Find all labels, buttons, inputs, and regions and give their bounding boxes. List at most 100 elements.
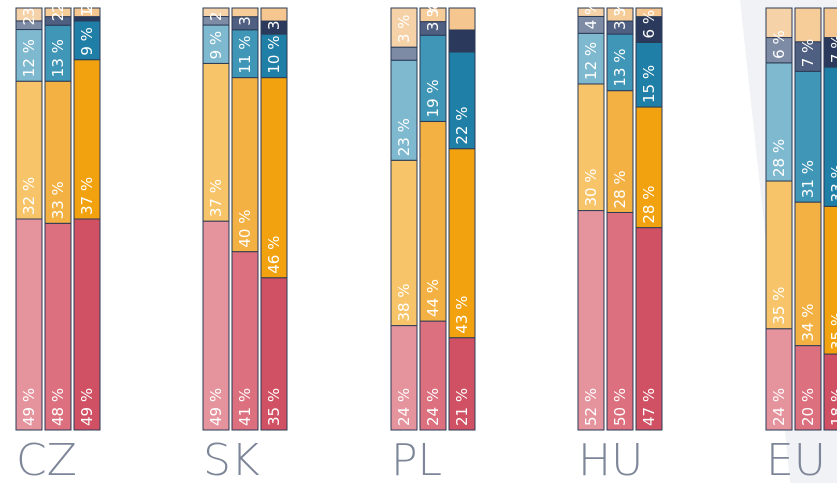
segment-value-label: 43 % [453, 296, 471, 334]
bar-segment [231, 7, 259, 18]
segment-value-label: 46 % [265, 236, 283, 274]
bar-segment [390, 46, 418, 61]
segment-value-label: 35 % [265, 388, 283, 426]
segment-value-label: 3 % [395, 15, 413, 44]
bar-segment [794, 41, 822, 72]
bar-segment [202, 220, 230, 431]
segment-value-label: 13 % [49, 39, 67, 77]
segment-value-label: 52 % [582, 388, 600, 426]
segment-value-label: 37 % [207, 179, 225, 217]
bar-segment [260, 277, 288, 431]
segment-value-label: 2 [20, 16, 38, 26]
segment-value-label: 28 % [611, 170, 629, 208]
bar-segment [419, 7, 447, 23]
bar-segment [606, 7, 634, 22]
bar-segment [419, 120, 447, 322]
segment-value-label: 6 % [770, 30, 788, 59]
bar-segment [231, 29, 259, 79]
bar-segment [231, 251, 259, 431]
bar-segment [260, 77, 288, 279]
segment-value-label: 3 % [424, 3, 442, 32]
bar-segment [44, 7, 72, 18]
bar-segment [823, 353, 837, 431]
segment-value-label: 1 [78, 7, 96, 17]
segment-value-label: 19 % [424, 79, 442, 117]
segment-value-label: 24 % [395, 388, 413, 426]
segment-value-label: 10 % [265, 35, 283, 73]
country-label: SK [203, 435, 260, 483]
segment-value-label: 4 % [582, 1, 600, 30]
bar-segment [15, 7, 43, 22]
bar-segment [44, 80, 72, 224]
segment-value-label: 7 % [799, 39, 817, 68]
segment-value-label: 49 % [20, 388, 38, 426]
segment-value-label: 12 % [582, 42, 600, 80]
segment-value-label: 38 % [395, 283, 413, 321]
bar-segment [73, 7, 101, 18]
segment-value-label: 35 % [770, 287, 788, 325]
segment-value-label: 11 % [236, 35, 254, 73]
segment-value-label: 24 % [770, 388, 788, 426]
segment-value-label: 47 % [640, 388, 658, 426]
bar-segment [577, 32, 605, 85]
segment-value-label: 23 % [395, 118, 413, 156]
bar-segment [419, 34, 447, 122]
bar-segment [448, 148, 476, 339]
segment-value-label: 37 % [78, 177, 96, 215]
segment-value-label: 18 % [828, 388, 837, 426]
bar-segment [635, 41, 663, 108]
bar-group-cz [15, 7, 101, 431]
segment-value-label: 33 % [49, 181, 67, 219]
segment-value-label: 3 % [20, 0, 38, 17]
bar-segment [73, 59, 101, 220]
bar-group-eu [765, 7, 837, 431]
bar-segment [390, 159, 418, 327]
segment-value-label: 9 % [207, 31, 225, 60]
segment-value-label: 35 % [828, 312, 837, 350]
bar-segment [577, 7, 605, 17]
segment-value-label: 44 % [424, 279, 442, 317]
bar-segment [765, 7, 793, 39]
segment-value-label: 15 % [640, 65, 658, 103]
segment-value-label: 9 % [78, 27, 96, 56]
segment-value-label: 2 % [49, 0, 67, 13]
segment-value-label: 3 % [611, 2, 629, 31]
segment-value-label: 12 % [20, 39, 38, 77]
bar-segment [823, 205, 837, 355]
bar-segment [419, 320, 447, 431]
bar-segment [448, 7, 476, 31]
bar-segment [823, 37, 837, 68]
bar-group-sk [202, 7, 288, 431]
bar-segment [577, 83, 605, 212]
segment-value-label: 24 % [424, 388, 442, 426]
bar-segment [823, 7, 837, 39]
segment-value-label: 33 % [828, 164, 837, 202]
bar-segment [73, 218, 101, 431]
segment-value-label: 3 % [424, 0, 442, 18]
bar-segment [44, 24, 72, 82]
bar-segment [635, 16, 663, 43]
bar-segment [794, 345, 822, 431]
segment-value-label: 22 % [453, 107, 471, 145]
bars-layer [15, 7, 837, 431]
bar-segment [765, 180, 793, 330]
bar-segment [765, 62, 793, 182]
bar-segment [448, 51, 476, 150]
segment-value-label: 13 % [611, 49, 629, 87]
bar-segment [765, 37, 793, 64]
segment-value-label: 2 [49, 12, 67, 22]
bar-segment [794, 7, 822, 43]
bar-segment [448, 337, 476, 431]
segment-value-label: 3 % [611, 0, 629, 17]
bar-segment [606, 90, 634, 213]
bar-segment [15, 80, 43, 220]
bar-segment [823, 66, 837, 207]
segment-value-label: 21 % [453, 388, 471, 426]
bar-segment [794, 70, 822, 203]
segment-value-label: 28 % [770, 139, 788, 177]
segment-value-label: 20 % [799, 388, 817, 426]
bar-segment [635, 227, 663, 431]
country-label: PL [391, 435, 442, 483]
